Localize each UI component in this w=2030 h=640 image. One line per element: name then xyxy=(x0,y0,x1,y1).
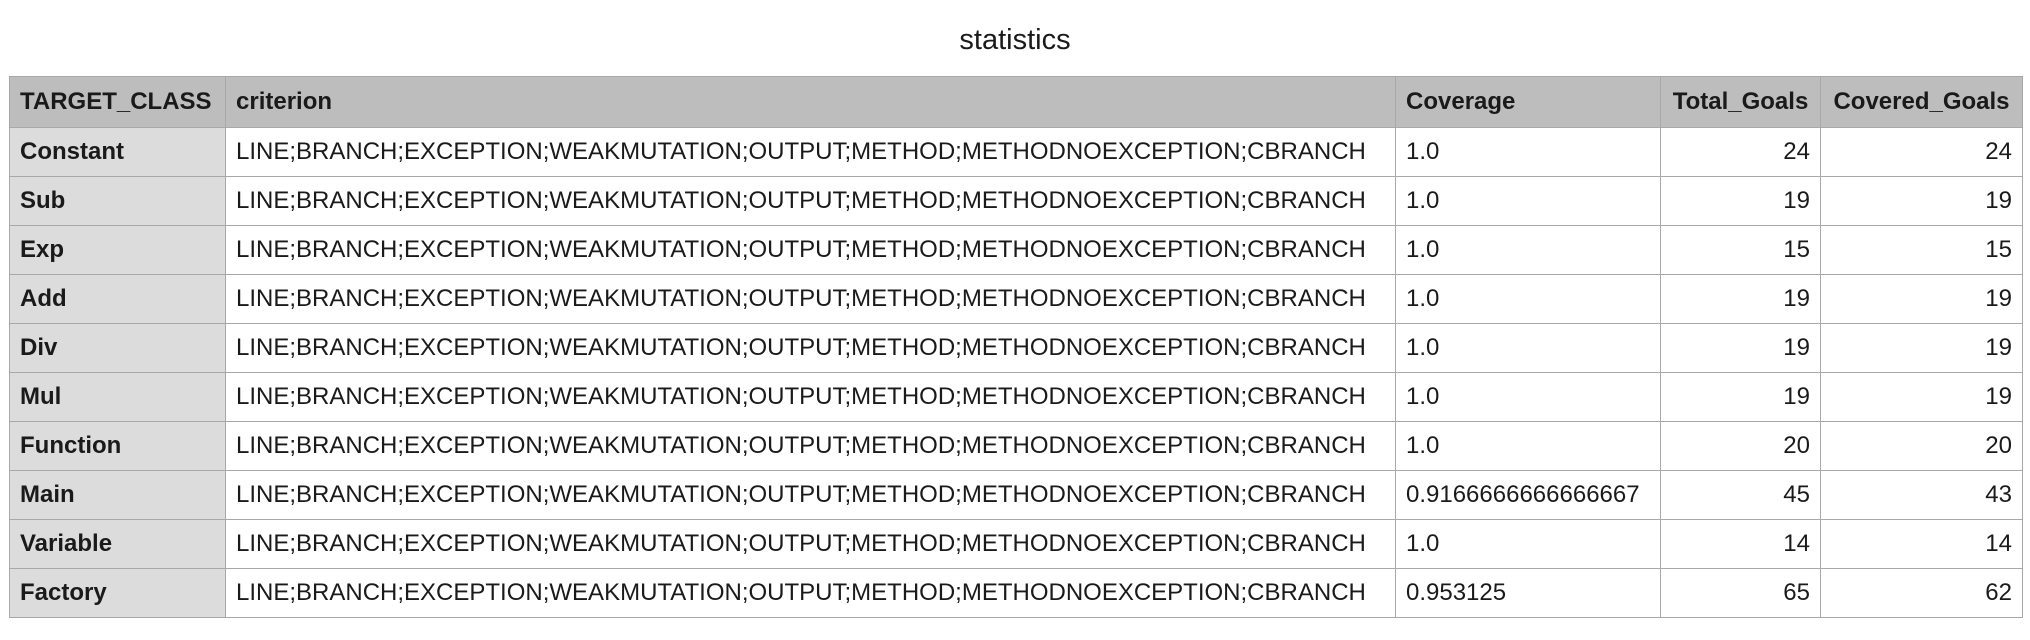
coverage-cell[interactable]: 1.0 xyxy=(1395,421,1661,471)
criterion-cell[interactable]: LINE;BRANCH;EXCEPTION;WEAKMUTATION;OUTPU… xyxy=(225,421,1396,471)
covered-goals-cell[interactable]: 43 xyxy=(1820,470,2023,520)
total-goals-cell[interactable]: 19 xyxy=(1660,274,1821,324)
criterion-cell[interactable]: LINE;BRANCH;EXCEPTION;WEAKMUTATION;OUTPU… xyxy=(225,470,1396,520)
target-class-cell[interactable]: Variable xyxy=(9,519,226,569)
covered-goals-cell[interactable]: 19 xyxy=(1820,372,2023,422)
total-goals-cell[interactable]: 19 xyxy=(1660,372,1821,422)
table-row: Function LINE;BRANCH;EXCEPTION;WEAKMUTAT… xyxy=(9,421,2023,471)
covered-goals-cell[interactable]: 19 xyxy=(1820,323,2023,373)
target-class-cell[interactable]: Constant xyxy=(9,127,226,177)
target-class-cell[interactable]: Mul xyxy=(9,372,226,422)
target-class-cell[interactable]: Function xyxy=(9,421,226,471)
criterion-cell[interactable]: LINE;BRANCH;EXCEPTION;WEAKMUTATION;OUTPU… xyxy=(225,176,1396,226)
total-goals-cell[interactable]: 45 xyxy=(1660,470,1821,520)
table-row: Add LINE;BRANCH;EXCEPTION;WEAKMUTATION;O… xyxy=(9,274,2023,324)
target-class-cell[interactable]: Exp xyxy=(9,225,226,275)
criterion-cell[interactable]: LINE;BRANCH;EXCEPTION;WEAKMUTATION;OUTPU… xyxy=(225,127,1396,177)
coverage-cell[interactable]: 0.953125 xyxy=(1395,568,1661,618)
covered-goals-cell[interactable]: 24 xyxy=(1820,127,2023,177)
covered-goals-cell[interactable]: 14 xyxy=(1820,519,2023,569)
table-row: Exp LINE;BRANCH;EXCEPTION;WEAKMUTATION;O… xyxy=(9,225,2023,275)
table-row: Factory LINE;BRANCH;EXCEPTION;WEAKMUTATI… xyxy=(9,568,2023,618)
table-row: Mul LINE;BRANCH;EXCEPTION;WEAKMUTATION;O… xyxy=(9,372,2023,422)
column-header-total-goals[interactable]: Total_Goals xyxy=(1660,76,1821,128)
table-row: Constant LINE;BRANCH;EXCEPTION;WEAKMUTAT… xyxy=(9,127,2023,177)
target-class-cell[interactable]: Factory xyxy=(9,568,226,618)
covered-goals-cell[interactable]: 15 xyxy=(1820,225,2023,275)
criterion-cell[interactable]: LINE;BRANCH;EXCEPTION;WEAKMUTATION;OUTPU… xyxy=(225,519,1396,569)
target-class-cell[interactable]: Main xyxy=(9,470,226,520)
covered-goals-cell[interactable]: 62 xyxy=(1820,568,2023,618)
coverage-cell[interactable]: 1.0 xyxy=(1395,323,1661,373)
coverage-cell[interactable]: 0.9166666666666667 xyxy=(1395,470,1661,520)
total-goals-cell[interactable]: 20 xyxy=(1660,421,1821,471)
table-row: Variable LINE;BRANCH;EXCEPTION;WEAKMUTAT… xyxy=(9,519,2023,569)
header-row: TARGET_CLASS criterion Coverage Total_Go… xyxy=(9,76,2023,128)
target-class-cell[interactable]: Add xyxy=(9,274,226,324)
target-class-cell[interactable]: Sub xyxy=(9,176,226,226)
coverage-cell[interactable]: 1.0 xyxy=(1395,127,1661,177)
coverage-cell[interactable]: 1.0 xyxy=(1395,225,1661,275)
coverage-cell[interactable]: 1.0 xyxy=(1395,519,1661,569)
total-goals-cell[interactable]: 19 xyxy=(1660,176,1821,226)
target-class-cell[interactable]: Div xyxy=(9,323,226,373)
covered-goals-cell[interactable]: 20 xyxy=(1820,421,2023,471)
total-goals-cell[interactable]: 24 xyxy=(1660,127,1821,177)
column-header-criterion[interactable]: criterion xyxy=(225,76,1396,128)
covered-goals-cell[interactable]: 19 xyxy=(1820,274,2023,324)
sheet-title: statistics xyxy=(959,24,1071,56)
criterion-cell[interactable]: LINE;BRANCH;EXCEPTION;WEAKMUTATION;OUTPU… xyxy=(225,372,1396,422)
total-goals-cell[interactable]: 19 xyxy=(1660,323,1821,373)
table-row: Div LINE;BRANCH;EXCEPTION;WEAKMUTATION;O… xyxy=(9,323,2023,373)
total-goals-cell[interactable]: 15 xyxy=(1660,225,1821,275)
column-header-covered-goals[interactable]: Covered_Goals xyxy=(1820,76,2023,128)
table-row: Main LINE;BRANCH;EXCEPTION;WEAKMUTATION;… xyxy=(9,470,2023,520)
coverage-cell[interactable]: 1.0 xyxy=(1395,176,1661,226)
criterion-cell[interactable]: LINE;BRANCH;EXCEPTION;WEAKMUTATION;OUTPU… xyxy=(225,568,1396,618)
total-goals-cell[interactable]: 65 xyxy=(1660,568,1821,618)
total-goals-cell[interactable]: 14 xyxy=(1660,519,1821,569)
criterion-cell[interactable]: LINE;BRANCH;EXCEPTION;WEAKMUTATION;OUTPU… xyxy=(225,323,1396,373)
criterion-cell[interactable]: LINE;BRANCH;EXCEPTION;WEAKMUTATION;OUTPU… xyxy=(225,274,1396,324)
statistics-table: TARGET_CLASS criterion Coverage Total_Go… xyxy=(9,76,2023,618)
coverage-cell[interactable]: 1.0 xyxy=(1395,372,1661,422)
covered-goals-cell[interactable]: 19 xyxy=(1820,176,2023,226)
criterion-cell[interactable]: LINE;BRANCH;EXCEPTION;WEAKMUTATION;OUTPU… xyxy=(225,225,1396,275)
table-row: Sub LINE;BRANCH;EXCEPTION;WEAKMUTATION;O… xyxy=(9,176,2023,226)
column-header-coverage[interactable]: Coverage xyxy=(1395,76,1661,128)
coverage-cell[interactable]: 1.0 xyxy=(1395,274,1661,324)
column-header-target-class[interactable]: TARGET_CLASS xyxy=(9,76,226,128)
